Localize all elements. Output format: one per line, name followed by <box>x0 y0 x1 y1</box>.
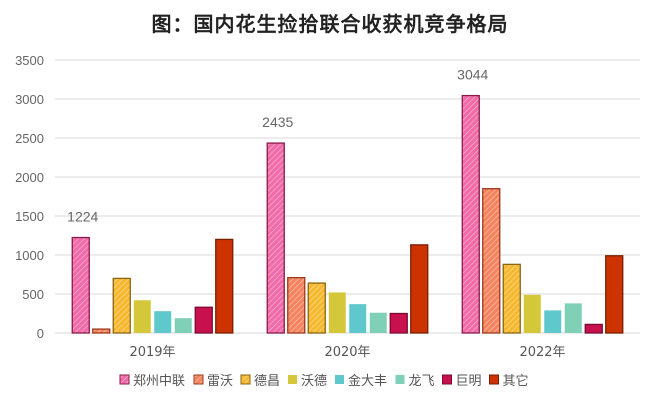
legend-label: 郑州中联 <box>133 374 185 389</box>
bar <box>133 300 151 333</box>
y-tick-label: 2000 <box>15 170 44 185</box>
bar <box>154 311 172 333</box>
legend-swatch <box>288 375 297 384</box>
bar <box>605 255 624 334</box>
bar <box>112 277 131 334</box>
x-category-label: 2019年 <box>129 345 175 360</box>
x-category-label: 2022年 <box>519 345 565 360</box>
legend-label: 巨明 <box>456 374 482 389</box>
y-tick-label: 0 <box>37 326 44 341</box>
data-label: 2435 <box>262 114 293 130</box>
legend-swatch <box>395 375 405 384</box>
y-tick-label: 2500 <box>15 131 44 146</box>
y-tick-label: 3000 <box>15 92 44 107</box>
bar <box>287 276 306 334</box>
bar <box>307 282 326 334</box>
legend-label: 龙飞 <box>409 374 435 389</box>
legend-swatch <box>240 374 251 385</box>
legend-swatch <box>442 374 452 385</box>
y-tick-label: 1500 <box>15 209 44 224</box>
bar <box>410 244 429 334</box>
data-label: 3044 <box>457 67 488 83</box>
legend-swatch <box>119 374 130 385</box>
legend-label: 沃德 <box>301 374 327 389</box>
bar <box>349 304 367 333</box>
bar <box>174 318 192 333</box>
bar <box>584 323 603 334</box>
bar <box>71 236 90 334</box>
legend-swatch <box>489 374 499 385</box>
legend-label: 德昌 <box>254 374 280 389</box>
legend-swatch <box>193 374 204 385</box>
bar <box>544 310 562 333</box>
bar <box>92 328 111 334</box>
legend-label: 雷沃 <box>207 374 233 389</box>
legend-swatch <box>335 375 344 384</box>
bar <box>215 238 234 334</box>
bar <box>369 312 387 333</box>
bar <box>328 292 346 333</box>
bar <box>461 94 480 334</box>
bar <box>523 294 541 333</box>
y-tick-label: 1000 <box>15 248 44 263</box>
bar <box>266 142 285 334</box>
bar <box>194 306 213 334</box>
x-category-label: 2020年 <box>324 345 370 360</box>
chart-title: 图：国内花生捡拾联合收获机竞争格局 <box>151 12 509 36</box>
legend-label: 金大丰 <box>348 373 387 389</box>
y-tick-label: 3500 <box>15 53 44 68</box>
y-tick-label: 500 <box>22 287 44 302</box>
legend-label: 其它 <box>503 373 529 389</box>
bar <box>482 188 501 334</box>
bar <box>564 303 582 333</box>
data-label: 1224 <box>67 209 98 225</box>
bar <box>502 263 521 334</box>
bar <box>389 312 408 334</box>
